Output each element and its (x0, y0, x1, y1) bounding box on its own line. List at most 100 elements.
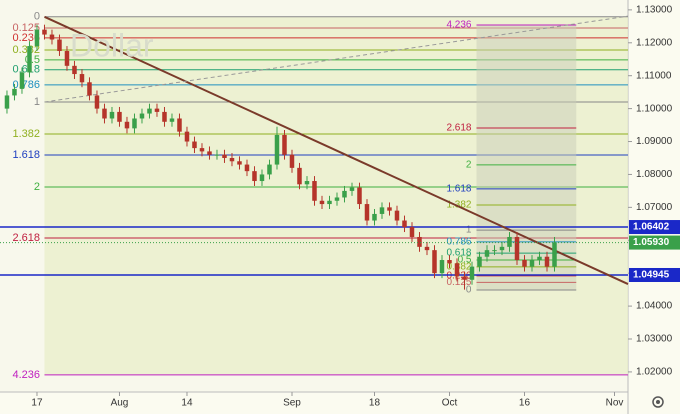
price-tag-label: 1.05930 (633, 237, 670, 248)
y-tick-label: 1.09000 (636, 136, 673, 147)
fib-label: 1 (466, 225, 472, 236)
fib-label: 0.618 (446, 248, 471, 259)
candle-body (94, 95, 100, 109)
candle-body (499, 246, 505, 251)
candle-body (199, 148, 205, 152)
candle-body (349, 187, 355, 191)
fib-area (476, 25, 577, 290)
fib-label: 0.786 (446, 237, 471, 248)
candle-body (42, 29, 47, 35)
candle-body (469, 266, 475, 280)
fib-label: 1.382 (446, 200, 471, 211)
candle-body (379, 207, 385, 214)
fib-label: 0.236 (12, 32, 40, 44)
settings-icon[interactable] (652, 396, 664, 408)
candle-body (514, 236, 520, 261)
price-tag-label: 1.06402 (633, 222, 670, 233)
candle-body (117, 111, 122, 122)
candle-body (109, 111, 115, 119)
y-tick-label: 1.13000 (636, 5, 673, 16)
price-tag-label: 1.04945 (633, 270, 670, 281)
fib-label: 0.382 (12, 44, 40, 56)
candle-body (417, 236, 422, 247)
candle-body (297, 167, 302, 185)
candle-body (72, 65, 77, 75)
settings-icon[interactable] (652, 396, 664, 408)
candle-body (34, 29, 40, 47)
candle-body (454, 263, 460, 277)
fib-label: 4.236 (12, 369, 40, 381)
price-tag (629, 267, 680, 282)
fib-label: 4.236 (446, 20, 471, 31)
x-tick-label: Nov (606, 398, 624, 409)
x-tick-label: 16 (519, 398, 531, 409)
candle-body (87, 82, 92, 96)
candle-body (484, 250, 490, 257)
candle-body (312, 181, 317, 201)
candle-body (304, 181, 310, 185)
settings-icon[interactable] (656, 400, 660, 404)
candle-body (214, 154, 220, 156)
candle-body (207, 151, 212, 155)
candle-body (282, 134, 287, 155)
candle-body (147, 108, 152, 114)
candle-body (462, 276, 467, 280)
x-tick-label: 14 (181, 398, 193, 409)
watermark: Dollar (70, 27, 154, 63)
candle-body (522, 260, 527, 267)
y-tick-label: 1.12000 (636, 37, 673, 48)
trend-line (44, 15, 629, 285)
candle-body (132, 118, 137, 129)
candle-body (387, 207, 392, 211)
candle-body (252, 171, 257, 182)
candle-body (139, 113, 145, 119)
candle-body (327, 200, 332, 205)
candle-body (274, 134, 280, 165)
candle-body (319, 200, 325, 205)
candle-body (552, 242, 557, 267)
axis-bg (0, 392, 628, 414)
price-tag (629, 220, 680, 235)
candle-body (447, 260, 452, 264)
candle-body (169, 118, 175, 122)
candle-body (237, 161, 242, 165)
fib-label: 2.618 (12, 232, 40, 244)
candle-body (64, 51, 70, 66)
candle-body (529, 260, 535, 267)
y-tick-label: 1.11000 (636, 70, 672, 81)
candle-body (372, 213, 377, 221)
x-tick-label: 18 (369, 398, 381, 409)
candle-body (12, 88, 17, 96)
x-tick-label: Oct (442, 398, 458, 409)
candle-body (477, 256, 482, 267)
y-tick-label: 1.08000 (636, 169, 673, 180)
candle-body (4, 95, 10, 109)
candle-body (79, 74, 85, 83)
y-tick-label: 1.04000 (636, 301, 673, 312)
candle-body (49, 34, 55, 40)
fib-label: 2.618 (446, 123, 471, 134)
fib-label: 1.618 (446, 184, 471, 195)
candle-body (124, 121, 130, 129)
candle-body (439, 260, 445, 274)
fib-label: 1 (34, 96, 40, 108)
candle-body (507, 236, 512, 247)
candle-body (244, 164, 250, 172)
fib-label: 1.618 (12, 149, 40, 161)
candle-body (289, 154, 295, 168)
candle-body (364, 204, 370, 221)
candle-body (394, 210, 400, 221)
x-tick-label: Aug (111, 398, 129, 409)
trend-line (44, 15, 629, 103)
x-tick-label: Sep (283, 398, 301, 409)
candle-body (102, 108, 107, 119)
candle-body (57, 39, 62, 52)
y-tick-label: 1.10000 (636, 103, 673, 114)
candle-body (27, 46, 32, 73)
candle-body (177, 118, 182, 132)
candle-body (424, 246, 430, 251)
fib-label: 2 (34, 181, 40, 193)
candle-body (192, 141, 197, 149)
fib-label: 0.618 (12, 64, 40, 76)
